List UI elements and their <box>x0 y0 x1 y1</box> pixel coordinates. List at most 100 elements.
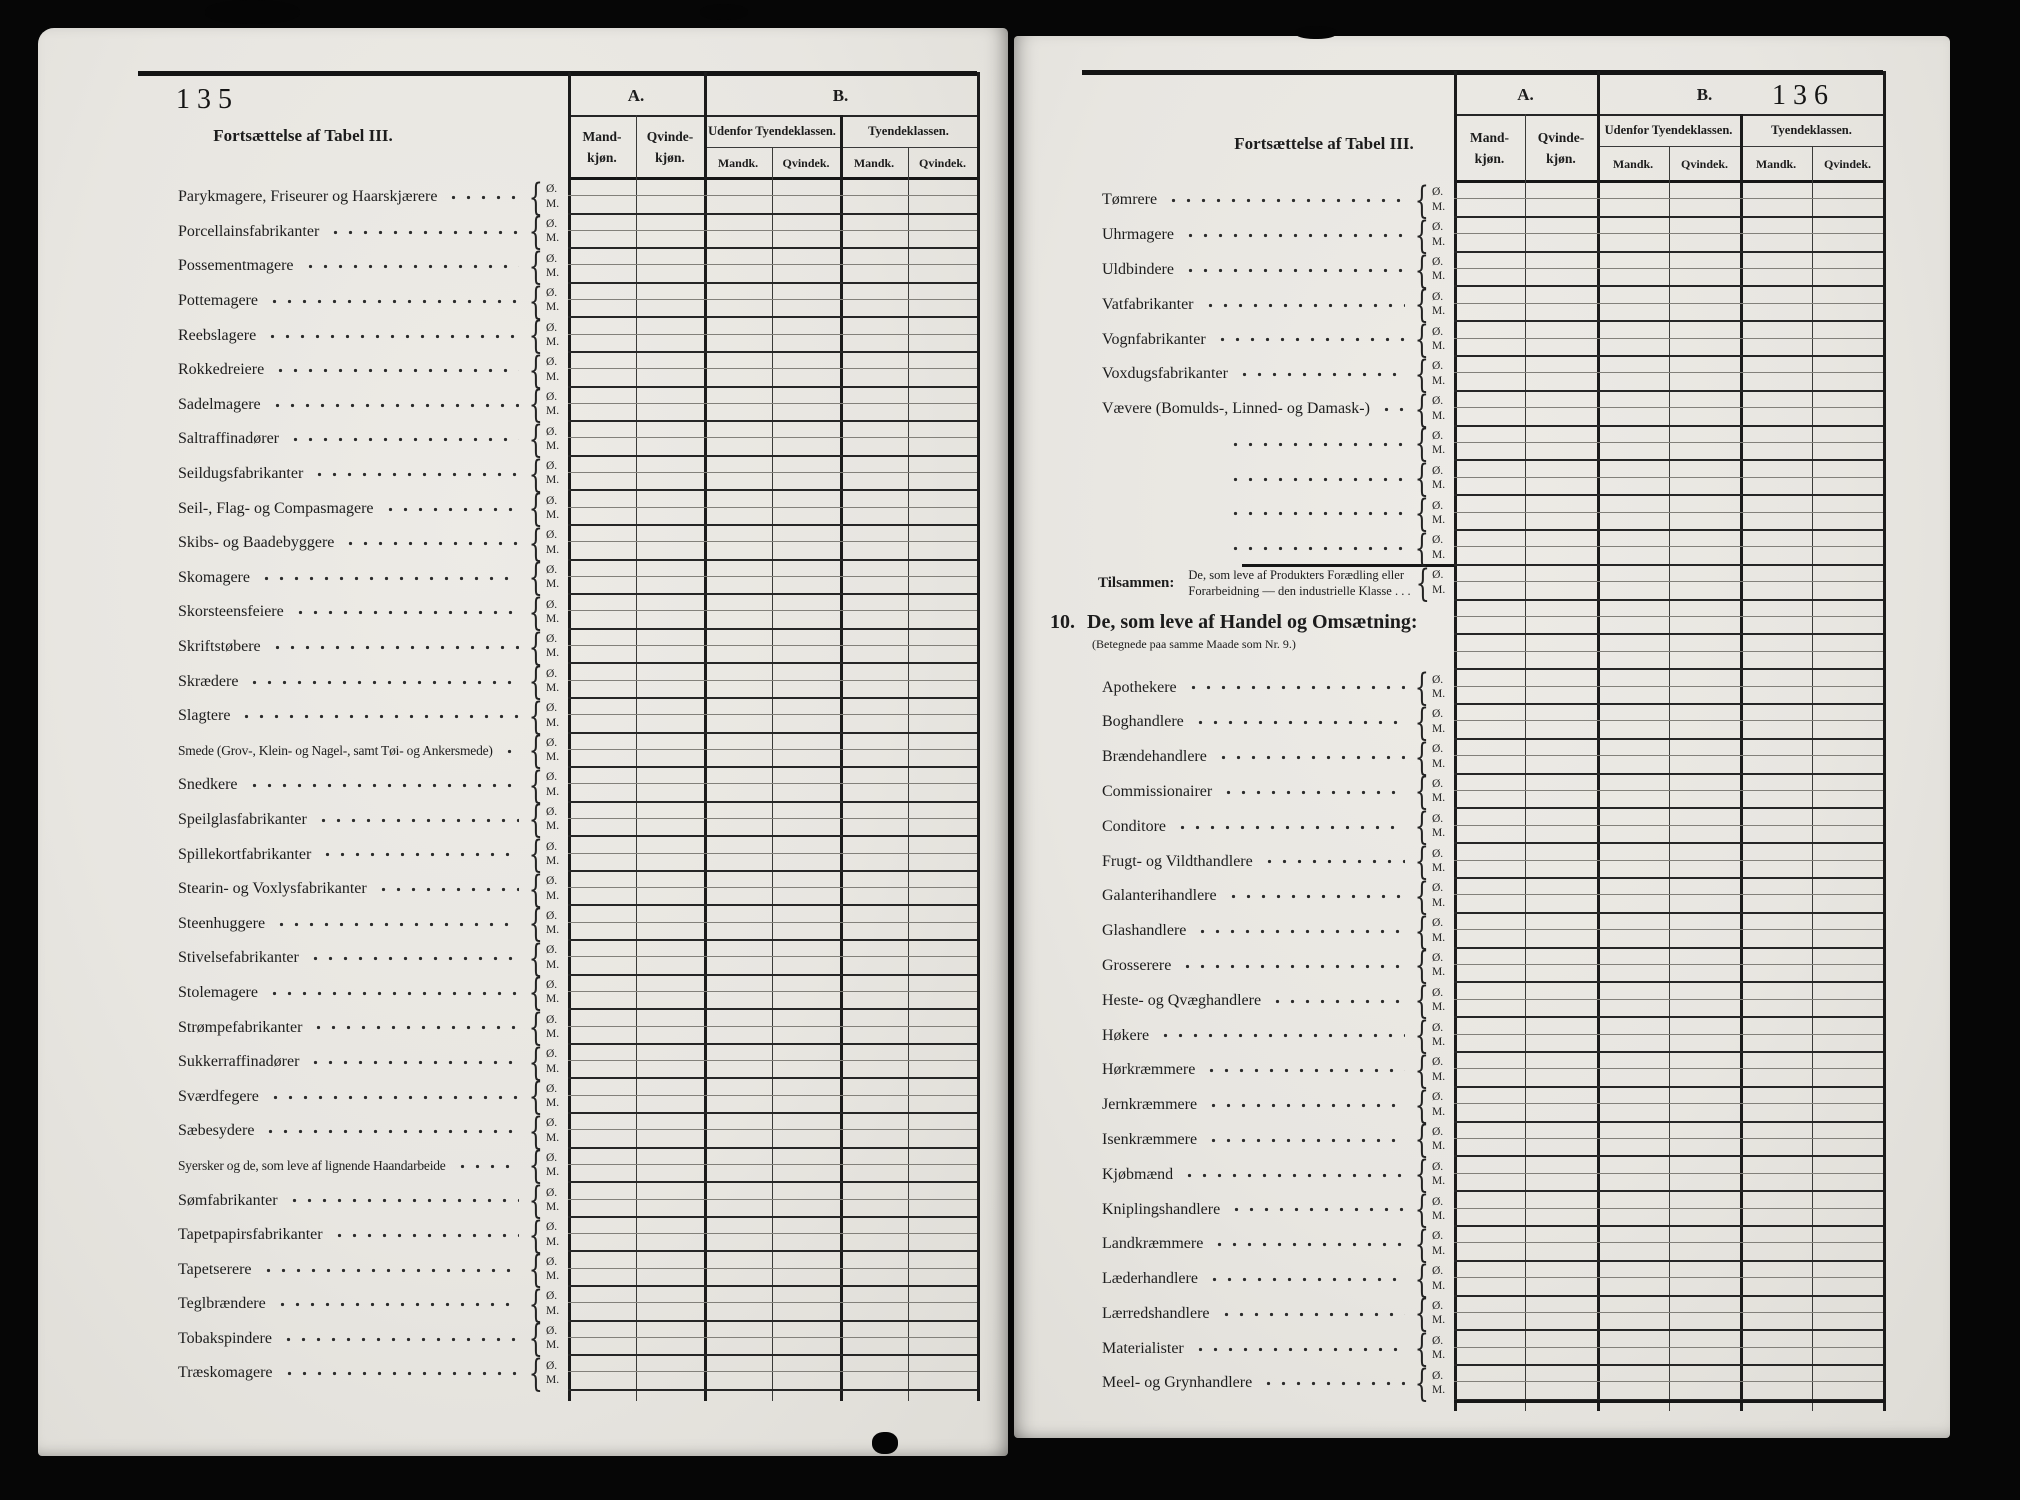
tally-row <box>1454 357 1883 392</box>
occupation-row: Pottemagere { Ø. M. <box>38 279 568 323</box>
tally-row <box>568 353 977 388</box>
grid-vline <box>1740 114 1743 1411</box>
dotted-leader <box>380 491 520 526</box>
occupation-row: Syersker og de, som leve af lignende Haa… <box>38 1144 568 1188</box>
occupation-label: Teglbrændere <box>178 1295 266 1313</box>
row-marks: Ø. M. <box>546 353 568 388</box>
dotted-leader <box>444 180 520 215</box>
row-marks: Ø. M. <box>546 837 568 872</box>
dotted-leader <box>245 664 520 699</box>
row-marks: Ø. M. <box>1432 183 1454 218</box>
occupation-row: Seil-, Flag- og Compasmagere { Ø. M. <box>38 490 568 527</box>
row-marks: Ø. M. <box>1432 914 1454 949</box>
mark-m-label: M. <box>546 785 560 798</box>
dotted-leader <box>256 560 520 596</box>
dotted-leader <box>264 283 520 319</box>
occupation-label: Possementmagere <box>178 257 294 275</box>
row-marks: Ø. M. <box>1432 775 1454 810</box>
col-mandk-2: Mandk. <box>853 156 895 170</box>
occupation-row: Tapetserere { Ø. M. <box>38 1251 568 1288</box>
brace-icon: { <box>1415 909 1430 953</box>
mark-o-label: Ø. <box>546 979 558 992</box>
mark-o-label: Ø. <box>546 1152 558 1165</box>
occupation-row: Træskomagere { Ø. M. <box>38 1355 568 1392</box>
tally-row <box>568 734 977 769</box>
occupation-label: Snedkere <box>178 776 238 794</box>
occupation-row: Slagtere { Ø. M. <box>38 698 568 735</box>
header-bottom-rule <box>1454 180 1883 183</box>
dotted-leader <box>279 1356 520 1391</box>
mark-m-label: M. <box>546 647 560 660</box>
row-marks: Ø. M. <box>546 422 568 457</box>
tally-row <box>568 1149 977 1184</box>
dotted-leader <box>263 318 520 353</box>
dotted-leader <box>1259 844 1406 879</box>
row-marks: Ø. M. <box>1432 218 1454 253</box>
tilsammen-text: De, som leve af Produkters Forædling ell… <box>1174 567 1410 600</box>
dotted-leader <box>1219 774 1406 810</box>
mark-m-label: M. <box>1432 583 1446 596</box>
occupation-row: Teglbrændere { Ø. M. <box>38 1286 568 1323</box>
row-marks: Ø. M. <box>1432 949 1454 984</box>
brace-icon: { <box>1415 492 1430 536</box>
tally-row <box>1454 1192 1883 1227</box>
occupation-row: Materialister { Ø. M. <box>1014 1330 1454 1367</box>
occupation-label: Høkere <box>1102 1026 1150 1044</box>
col-tyendeklassen: Tyendeklassen. <box>1771 122 1852 137</box>
brace-icon: { <box>1415 1222 1430 1266</box>
brace-icon: { <box>1415 805 1430 849</box>
occupation-label: Lærredshandlere <box>1102 1304 1210 1322</box>
occupation-row: Spillekortfabrikanter { Ø. M. <box>38 836 568 873</box>
col-qvindek-2: Qvindek. <box>1823 157 1871 171</box>
tilsammen-line1: De, som leve af Produkters Forædling ell… <box>1188 567 1404 582</box>
dotted-leader <box>499 733 520 769</box>
row-marks: Ø. M. <box>1432 705 1454 740</box>
col-qvindekjon: Qvinde- kjøn. <box>1537 130 1585 166</box>
mark-m-label: M. <box>1432 374 1446 387</box>
occupation-row: Reebslagere { Ø. M. <box>38 314 568 358</box>
col-udenfor-tyendeklassen: Udenfor Tyendeklassen. <box>708 123 836 138</box>
dotted-leader <box>286 422 520 457</box>
dotted-leader <box>1259 1366 1406 1401</box>
mark-m-label: M. <box>546 889 560 902</box>
brace-icon: { <box>529 314 544 358</box>
tally-row <box>568 526 977 561</box>
occupation-label: Seildugsfabrikanter <box>178 465 304 483</box>
tally-row <box>1454 635 1883 671</box>
brace-icon: { <box>1415 213 1430 257</box>
occupation-label: Heste- og Qvæghandlere <box>1102 991 1262 1009</box>
brace-icon: { <box>529 1317 544 1361</box>
grid-vline <box>1883 71 1886 1411</box>
occupation-row: Brændehandlere { Ø. M. <box>1014 739 1454 776</box>
row-marks: Ø. M. <box>546 595 568 630</box>
tally-row <box>1454 844 1883 879</box>
mark-o-label: Ø. <box>1432 221 1444 234</box>
occupation-row: Stolemagere { Ø. M. <box>38 974 568 1011</box>
tally-row <box>568 1218 977 1253</box>
brace-icon: { <box>529 279 544 323</box>
dotted-leader <box>1226 496 1406 531</box>
dotted-leader <box>244 768 520 803</box>
brace-icon: { <box>529 452 544 496</box>
occupation-row: Sværdfegere { Ø. M. <box>38 1078 568 1115</box>
occupation-row: Skibs- og Baadebyggere { Ø. M. <box>38 525 568 562</box>
row-marks: Ø. M. <box>546 526 568 561</box>
mark-m-label: M. <box>1432 896 1446 909</box>
grid-bottom-rule <box>1454 1400 1885 1403</box>
mark-m-label: M. <box>546 1097 560 1110</box>
tilsammen-row: Tilsammen: De, som leve af Produkters Fo… <box>1014 565 1454 602</box>
occupation-row: Vatfabrikanter { Ø. M. <box>1014 286 1454 323</box>
mark-m-label: M. <box>546 993 560 1006</box>
occupation-row: Hørkræmmere { Ø. M. <box>1014 1052 1454 1089</box>
mark-o-label: Ø. <box>546 287 558 300</box>
brace-icon: { <box>1415 1188 1430 1232</box>
mark-o-label: Ø. <box>546 806 558 819</box>
dotted-leader <box>1376 391 1406 427</box>
row-marks: Ø. M. <box>1432 1192 1454 1227</box>
occupation-row: Uhrmagere { Ø. M. <box>1014 213 1454 257</box>
mark-o-label: Ø. <box>1432 534 1444 547</box>
mark-m-label: M. <box>1432 200 1446 213</box>
brace-icon: { <box>529 1144 544 1188</box>
mark-m-label: M. <box>546 1200 560 1213</box>
dotted-leader <box>1204 1087 1406 1123</box>
